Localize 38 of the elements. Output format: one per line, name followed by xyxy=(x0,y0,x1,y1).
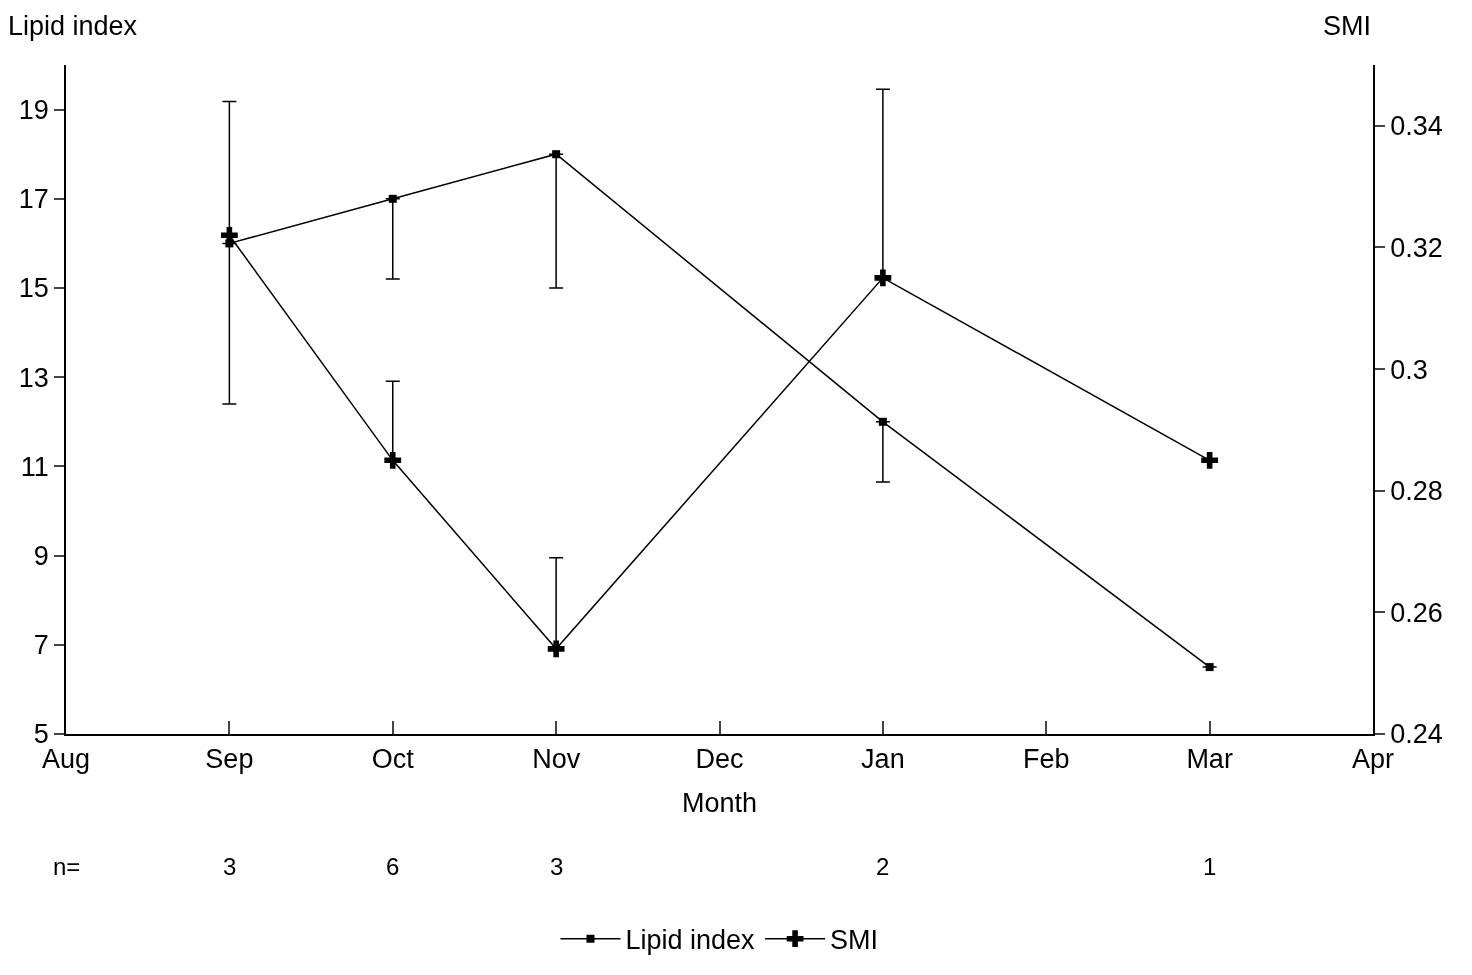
y2-tick-label: 0.26 xyxy=(1390,597,1443,628)
y2-tick-label: 0.28 xyxy=(1390,476,1443,507)
point xyxy=(1201,451,1219,469)
point xyxy=(388,194,397,203)
point xyxy=(384,451,402,469)
x-tick-label: Jan xyxy=(861,744,905,775)
text: n= xyxy=(53,853,81,880)
point xyxy=(878,417,887,426)
x-tick-label: Mar xyxy=(1186,744,1233,775)
text: 3 xyxy=(223,853,237,880)
y-tick-label: 15 xyxy=(18,273,49,304)
text: 3 xyxy=(550,853,564,880)
y-tick-label: 17 xyxy=(18,184,49,215)
x-tick-label: Nov xyxy=(532,744,581,775)
point xyxy=(1205,663,1214,672)
x-tick-label: Dec xyxy=(695,744,744,775)
y2-tick-label: 0.32 xyxy=(1390,232,1443,263)
y-tick-label: 9 xyxy=(33,541,49,572)
x-tick-label: Feb xyxy=(1022,744,1070,775)
point xyxy=(547,640,565,658)
x-tick-label: Oct xyxy=(371,744,415,775)
point xyxy=(552,150,561,159)
y-tick-label: 19 xyxy=(18,95,49,126)
y2-tick-label: 0.3 xyxy=(1390,354,1428,385)
y2-axis-title: SMI xyxy=(1323,11,1372,41)
point xyxy=(874,269,892,287)
legend-label: SMI xyxy=(830,925,879,956)
text: 6 xyxy=(386,853,400,880)
y2-tick-label: 0.34 xyxy=(1390,111,1443,142)
text: 2 xyxy=(876,853,890,880)
legend-label: Lipid index xyxy=(625,925,756,956)
y-axis-title: Lipid index xyxy=(8,11,138,41)
y-tick-label: 11 xyxy=(20,451,49,482)
x-axis-title: Month xyxy=(681,788,758,819)
y-tick-label: 7 xyxy=(33,630,49,661)
x-tick-label: Sep xyxy=(205,744,254,775)
text: 1 xyxy=(1203,853,1217,880)
y-tick-label: 13 xyxy=(18,362,49,393)
